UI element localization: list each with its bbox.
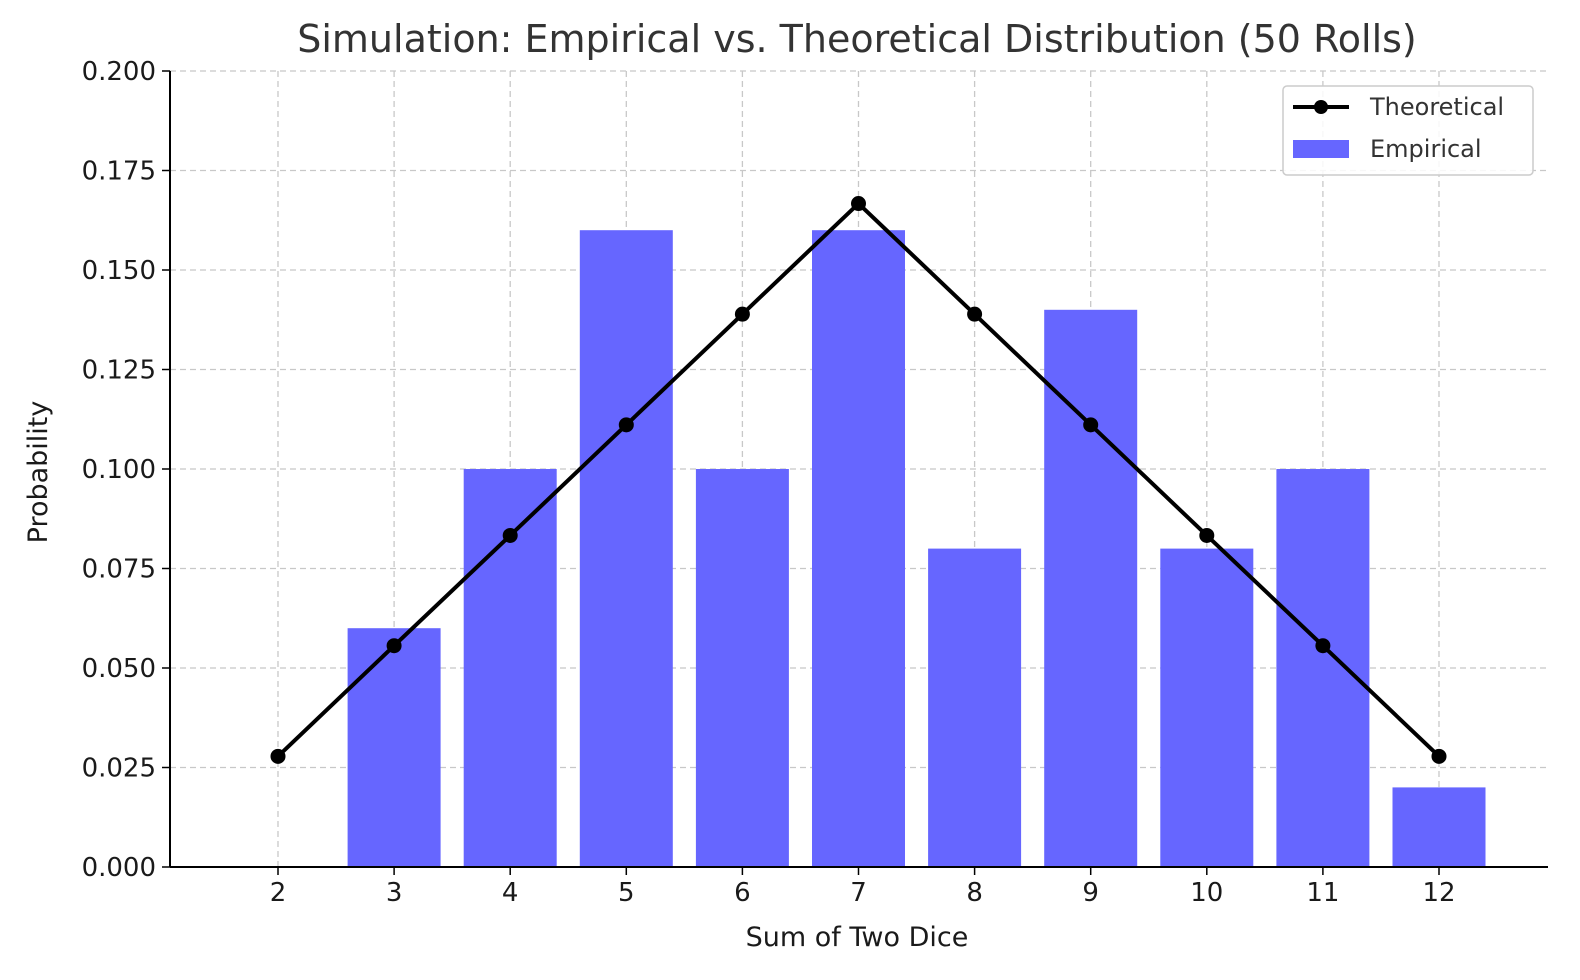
- line-layer: [270, 196, 1447, 764]
- x-axis-title: Sum of Two Dice: [746, 922, 969, 953]
- bar-layer: [347, 230, 1486, 867]
- empirical-bar: [812, 230, 905, 867]
- x-tick-label: 4: [502, 878, 519, 908]
- x-tick-label: 7: [850, 878, 867, 908]
- y-tick-label: 0.175: [82, 157, 156, 187]
- y-tick-label: 0.000: [82, 853, 156, 883]
- axis-layer: 0.000 0.025 0.050 0.075 0.100 0.125 0.150 0.175…: [82, 57, 1548, 908]
- legend-empirical-bar-swatch: [1293, 140, 1349, 158]
- chart-title: Simulation: Empirical vs. Theoretical Di…: [297, 17, 1417, 61]
- empirical-bar: [928, 548, 1022, 867]
- empirical-bar: [347, 628, 441, 867]
- theoretical-point: [1199, 527, 1215, 543]
- y-axis-title: Probability: [23, 401, 54, 544]
- empirical-bar: [579, 230, 673, 867]
- y-tick-label: 0.100: [82, 455, 156, 485]
- empirical-bar: [1044, 309, 1138, 867]
- empirical-bar: [1276, 469, 1370, 867]
- theoretical-point: [967, 306, 983, 322]
- legend-empirical-label: Empirical: [1370, 135, 1482, 163]
- x-tick-label: 6: [734, 878, 751, 908]
- empirical-bar: [1392, 787, 1486, 867]
- empirical-bar: [695, 469, 789, 867]
- theoretical-point: [1083, 417, 1099, 433]
- theoretical-point: [618, 417, 634, 433]
- x-tick-label: 11: [1306, 878, 1339, 908]
- y-tick-label: 0.050: [82, 654, 156, 684]
- theoretical-point: [1431, 748, 1447, 764]
- theoretical-point: [1315, 638, 1331, 654]
- empirical-bar: [1160, 548, 1254, 867]
- y-tick-label: 0.125: [82, 356, 156, 386]
- theoretical-point: [734, 306, 750, 322]
- x-tick-label: 8: [966, 878, 983, 908]
- x-tick-label: 3: [386, 878, 403, 908]
- x-tick-label: 12: [1422, 878, 1455, 908]
- theoretical-point: [851, 196, 866, 212]
- legend-theoretical-marker-swatch: [1314, 100, 1328, 114]
- legend: Theoretical Empirical: [1282, 85, 1534, 176]
- legend-theoretical-label: Theoretical: [1369, 93, 1504, 121]
- y-tick-label: 0.025: [82, 754, 156, 784]
- x-tick-label: 9: [1082, 878, 1099, 908]
- theoretical-point: [502, 527, 518, 543]
- x-tick-label: 2: [270, 878, 287, 908]
- y-tick-label: 0.075: [82, 555, 156, 585]
- x-tick-label: 10: [1190, 878, 1223, 908]
- y-tick-label: 0.150: [82, 256, 156, 286]
- x-tick-label: 5: [618, 878, 635, 908]
- theoretical-point: [270, 748, 286, 764]
- y-tick-label: 0.200: [82, 57, 156, 87]
- theoretical-point: [386, 638, 402, 654]
